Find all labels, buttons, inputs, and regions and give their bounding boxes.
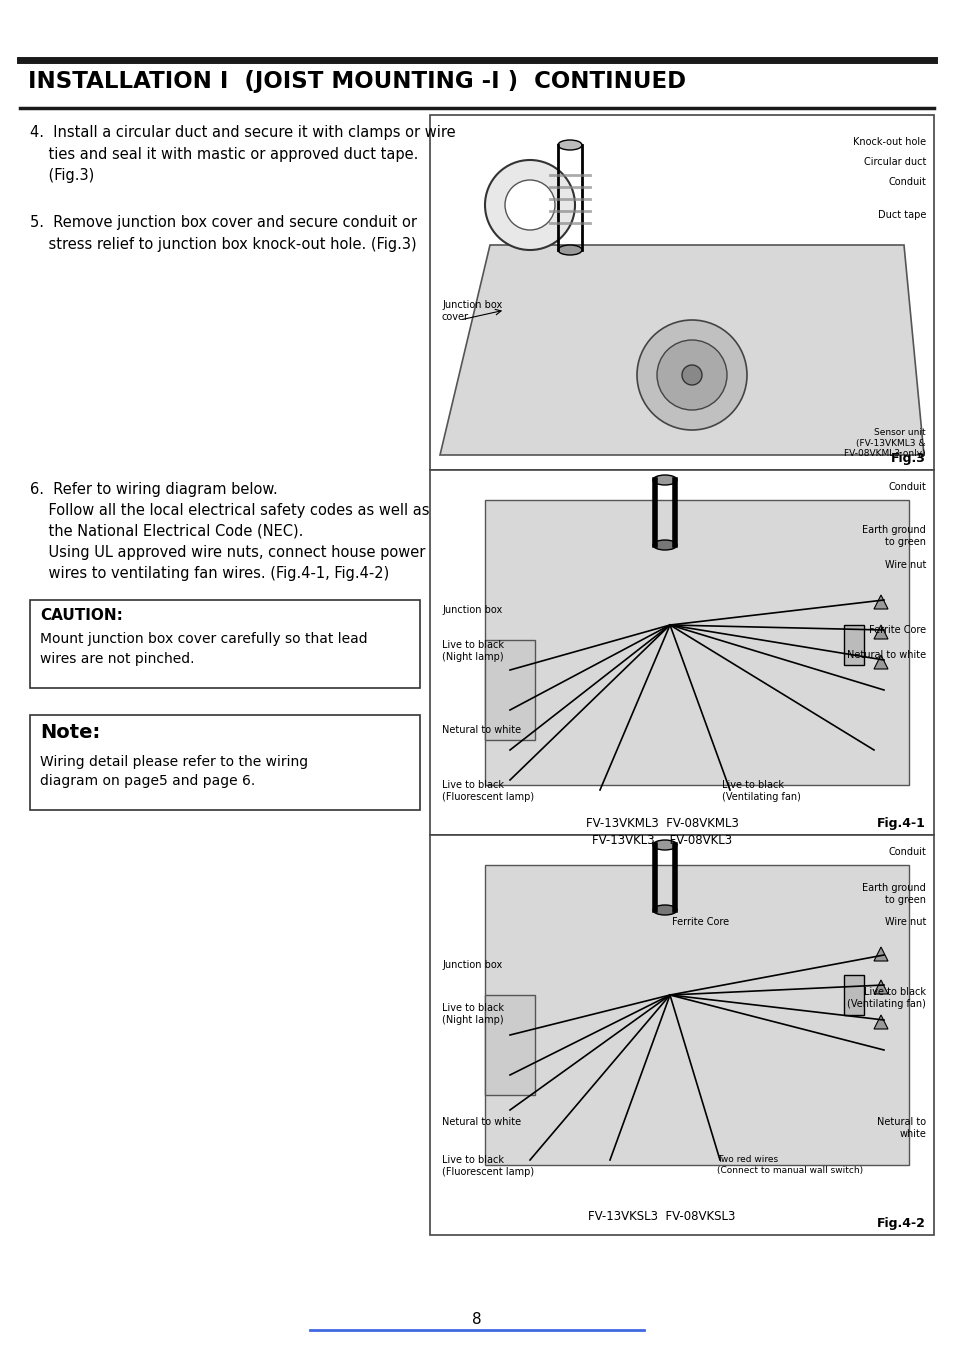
Polygon shape (873, 948, 887, 961)
Bar (430, 114, 933, 470)
Text: Wiring detail please refer to the wiring
diagram on page5 and page 6.: Wiring detail please refer to the wiring… (40, 755, 308, 789)
Text: Live to black
(Fluorescent lamp): Live to black (Fluorescent lamp) (441, 779, 534, 802)
Text: wires to ventilating fan wires. (Fig.4-1, Fig.4-2): wires to ventilating fan wires. (Fig.4-1… (30, 567, 389, 581)
Bar (843, 625, 863, 665)
Text: CAUTION:: CAUTION: (40, 608, 123, 623)
Ellipse shape (637, 320, 746, 429)
Bar (430, 835, 933, 1236)
Bar (484, 995, 535, 1096)
Ellipse shape (652, 840, 677, 851)
Polygon shape (873, 980, 887, 993)
Text: Follow all the local electrical safety codes as well as: Follow all the local electrical safety c… (30, 503, 429, 518)
Text: Earth ground
to green: Earth ground to green (862, 525, 925, 548)
Text: 4.  Install a circular duct and secure it with clamps or wire
    ties and seal : 4. Install a circular duct and secure it… (30, 125, 456, 183)
Bar (30, 600, 419, 688)
Ellipse shape (558, 140, 581, 149)
Bar (484, 499, 908, 785)
Text: Wire nut: Wire nut (883, 560, 925, 569)
Text: Conduit: Conduit (887, 178, 925, 187)
Text: Circular duct: Circular duct (862, 157, 925, 167)
Text: Wire nut: Wire nut (883, 917, 925, 927)
Text: INSTALLATION I  (JOIST MOUNTING -I )  CONTINUED: INSTALLATION I (JOIST MOUNTING -I ) CONT… (28, 70, 685, 93)
Text: Live to black
(Night lamp): Live to black (Night lamp) (441, 639, 503, 662)
Text: Fig.4-1: Fig.4-1 (876, 817, 925, 830)
Text: Netural to white: Netural to white (846, 650, 925, 660)
Text: Junction box: Junction box (441, 960, 501, 970)
Text: Conduit: Conduit (887, 847, 925, 857)
Ellipse shape (484, 160, 575, 250)
Text: 8: 8 (472, 1312, 481, 1327)
Text: Mount junction box cover carefully so that lead
wires are not pinched.: Mount junction box cover carefully so th… (40, 633, 367, 665)
Polygon shape (439, 245, 923, 455)
Bar (484, 865, 908, 1166)
Text: Live to black
(Fluorescent lamp): Live to black (Fluorescent lamp) (441, 1155, 534, 1178)
Text: Earth ground
to green: Earth ground to green (862, 883, 925, 906)
Polygon shape (873, 625, 887, 639)
Text: Two red wires
(Connect to manual wall switch): Two red wires (Connect to manual wall sw… (717, 1155, 862, 1175)
Text: Note:: Note: (40, 723, 100, 742)
Text: Netural to
white: Netural to white (876, 1117, 925, 1140)
Text: FV-13VKSL3  FV-08VKSL3: FV-13VKSL3 FV-08VKSL3 (588, 1210, 735, 1224)
Text: the National Electrical Code (NEC).: the National Electrical Code (NEC). (30, 524, 303, 538)
Text: Knock-out hole: Knock-out hole (852, 137, 925, 147)
Text: Ferrite Core: Ferrite Core (868, 625, 925, 635)
Ellipse shape (558, 245, 581, 254)
Polygon shape (873, 656, 887, 669)
Ellipse shape (652, 905, 677, 915)
Text: Junction box: Junction box (441, 604, 501, 615)
Text: Sensor unit
(FV-13VKML3 &
FV-08VKML3 only): Sensor unit (FV-13VKML3 & FV-08VKML3 onl… (843, 428, 925, 459)
Text: Live to black
(Night lamp): Live to black (Night lamp) (441, 1003, 503, 1026)
Text: Netural to white: Netural to white (441, 725, 520, 735)
Ellipse shape (652, 475, 677, 485)
Ellipse shape (681, 365, 701, 385)
Text: Live to black
(Ventilating fan): Live to black (Ventilating fan) (721, 779, 800, 802)
Text: 5.  Remove junction box cover and secure conduit or
    stress relief to junctio: 5. Remove junction box cover and secure … (30, 215, 416, 252)
Bar (430, 470, 933, 835)
Bar (484, 639, 535, 740)
Ellipse shape (652, 540, 677, 551)
Text: Live to black
(Ventilating fan): Live to black (Ventilating fan) (846, 987, 925, 1010)
Text: Duct tape: Duct tape (877, 210, 925, 219)
Text: Ferrite Core: Ferrite Core (671, 917, 728, 927)
Text: 6.  Refer to wiring diagram below.: 6. Refer to wiring diagram below. (30, 482, 277, 497)
Ellipse shape (504, 180, 555, 230)
Text: Junction box
cover: Junction box cover (441, 300, 501, 323)
Polygon shape (873, 595, 887, 608)
Bar (843, 975, 863, 1015)
Text: Netural to white: Netural to white (441, 1117, 520, 1127)
Polygon shape (873, 1015, 887, 1028)
Text: Using UL approved wire nuts, connect house power: Using UL approved wire nuts, connect hou… (30, 545, 425, 560)
Bar (30, 715, 419, 810)
Ellipse shape (657, 341, 726, 411)
Text: FV-13VKML3  FV-08VKML3
FV-13VKL3    FV-08VKL3: FV-13VKML3 FV-08VKML3 FV-13VKL3 FV-08VKL… (585, 817, 738, 847)
Text: Fig.4-2: Fig.4-2 (876, 1217, 925, 1230)
Text: Fig.3: Fig.3 (890, 452, 925, 464)
Text: Conduit: Conduit (887, 482, 925, 493)
